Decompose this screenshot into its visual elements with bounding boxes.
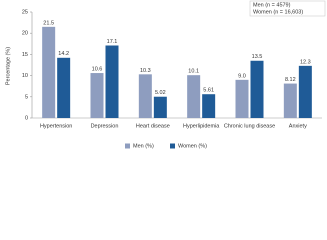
- bar: [202, 94, 216, 118]
- bar: [250, 60, 264, 118]
- bar: [153, 96, 167, 118]
- y-tick-label: 10: [22, 73, 28, 79]
- legend-label: Men (%): [133, 143, 154, 149]
- value-label: 21.5: [43, 20, 54, 26]
- value-label: 14.2: [58, 51, 69, 57]
- value-label: 10.3: [140, 68, 151, 74]
- x-tick-label: Depression: [91, 123, 119, 129]
- x-tick-label: Hypertension: [40, 123, 72, 129]
- x-tick-label: Anxiety: [289, 123, 307, 129]
- y-axis-label: Percentage (%): [5, 47, 11, 85]
- y-tick-label: 20: [22, 31, 28, 37]
- value-label: 5.02: [155, 90, 166, 96]
- bar: [57, 57, 71, 118]
- x-tick-label: Chronic lung disease: [224, 123, 275, 129]
- value-label: 9.0: [238, 73, 246, 79]
- x-tick-label: Heart disease: [136, 123, 170, 129]
- value-label: 5.61: [203, 88, 214, 94]
- y-tick-label: 25: [22, 9, 28, 15]
- x-tick-label: Hyperlipidemia: [183, 123, 220, 129]
- bar: [187, 75, 201, 118]
- bar: [105, 45, 119, 118]
- legend-swatch: [125, 143, 130, 149]
- value-label: 10.1: [188, 69, 199, 75]
- value-label: 12.3: [300, 59, 311, 65]
- bar: [138, 74, 152, 118]
- value-label: 17.1: [107, 39, 118, 45]
- y-tick-label: 5: [25, 94, 28, 100]
- value-label: 13.5: [252, 54, 263, 60]
- annotation: Women (n = 16,603): [253, 9, 303, 15]
- annotation-box: [249, 0, 326, 17]
- bar: [42, 26, 56, 119]
- bar: [90, 73, 104, 118]
- legend-label: Women (%): [178, 143, 207, 149]
- bar: [283, 83, 297, 118]
- legend-swatch: [170, 143, 175, 149]
- value-label: 10.6: [92, 67, 103, 73]
- bar: [235, 79, 249, 118]
- y-tick-label: 15: [22, 52, 28, 58]
- bar: [298, 65, 312, 118]
- value-label: 8.12: [285, 77, 296, 83]
- chart: Men (n = 4579) Women (n = 16,603) Percen…: [5, 0, 326, 149]
- y-tick-label: 0: [25, 115, 28, 121]
- annotation: Men (n = 4579): [253, 2, 291, 8]
